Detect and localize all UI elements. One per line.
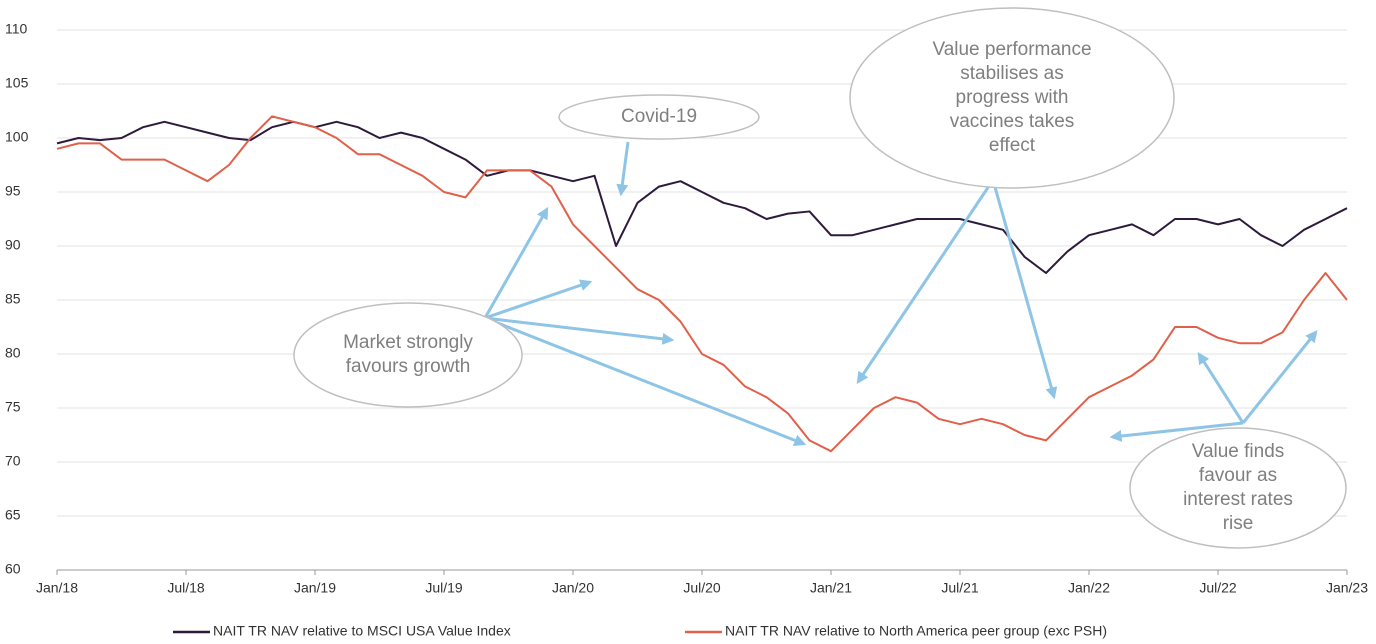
annotation-text: favour as [1199,465,1277,486]
x-tick-label: Jan/20 [552,580,594,596]
annotation-text: Value performance [932,39,1091,60]
x-tick-label: Jan/19 [294,580,336,596]
x-tick-label: Jan/23 [1326,580,1368,596]
legend-label: NAIT TR NAV relative to MSCI USA Value I… [213,623,511,639]
annotation-bubble [1129,427,1347,549]
arrows [483,141,1318,447]
y-tick-label: 60 [5,561,21,577]
y-tick-label: 80 [5,345,21,361]
arrow [483,206,549,319]
arrow [1197,351,1245,424]
annotation-text: interest rates [1183,489,1293,510]
arrow [1109,421,1244,442]
arrow [991,179,1058,400]
annotation-text: Covid-19 [621,106,697,127]
x-tick-label: Jan/21 [810,580,852,596]
y-tick-label: 70 [5,453,21,469]
x-tick-label: Jan/22 [1068,580,1110,596]
y-tick-label: 100 [5,129,29,145]
lines [56,115,1348,453]
y-tick-label: 65 [5,507,21,523]
arrow [484,316,675,345]
x-tick-label: Jul/18 [167,580,205,596]
y-tick-label: 110 [5,21,28,37]
series-line [56,115,1348,453]
arrow [1241,330,1318,424]
y-tick-label: 75 [5,399,21,415]
annotation-bubble [558,94,760,140]
arrow [856,179,995,384]
annotation-text: stabilises as [960,63,1064,84]
annotation-bubble [293,302,523,408]
arrow [484,316,807,447]
annotation-bubble [849,7,1175,189]
series-line [56,120,1348,274]
annotations: Covid-19 Value performance stabilises as pr… [293,7,1347,549]
annotation-text: rise [1223,513,1254,534]
annotation-text: progress with [956,87,1069,108]
legend: NAIT TR NAV relative to MSCI USA Value I… [173,623,1107,639]
x-tick-label: Jul/19 [425,580,463,596]
x-tick-label: Jul/21 [941,580,979,596]
x-tick-label: Jan/18 [36,580,78,596]
y-tick-label: 105 [5,75,29,91]
x-tick-label: Jul/22 [1199,580,1237,596]
annotation-text: Market strongly [343,332,473,353]
annotation-text: effect [989,135,1036,156]
y-tick-label: 90 [5,237,21,253]
annotation-text: vaccines takes [950,111,1075,132]
x-tick-label: Jul/20 [683,580,721,596]
arrow [616,141,630,197]
annotation-text: favours growth [346,356,471,377]
legend-label: NAIT TR NAV relative to North America pe… [725,623,1107,639]
y-tick-label: 85 [5,291,21,307]
arrow [484,279,593,320]
annotation-text: Value finds [1192,441,1285,462]
y-tick-label: 95 [5,183,21,199]
